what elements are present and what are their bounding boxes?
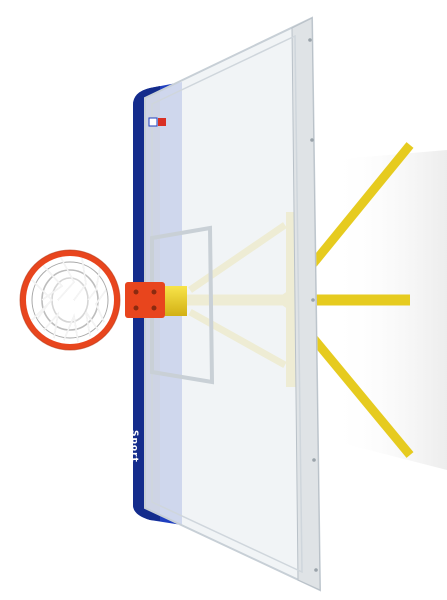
- frame-screws: [308, 38, 318, 572]
- brand-logo-text: Sport: [129, 430, 139, 463]
- bracket-plate: [165, 286, 187, 316]
- logo-badges: [148, 117, 166, 127]
- target-square: [150, 225, 215, 385]
- badge-red: [158, 118, 166, 126]
- aluminium-edge: [291, 17, 321, 591]
- net: [31, 255, 109, 343]
- rim: [20, 250, 120, 350]
- rim-mount-plate: [125, 282, 165, 318]
- badge-blue: [148, 117, 158, 127]
- hoop-bracket: [125, 282, 187, 318]
